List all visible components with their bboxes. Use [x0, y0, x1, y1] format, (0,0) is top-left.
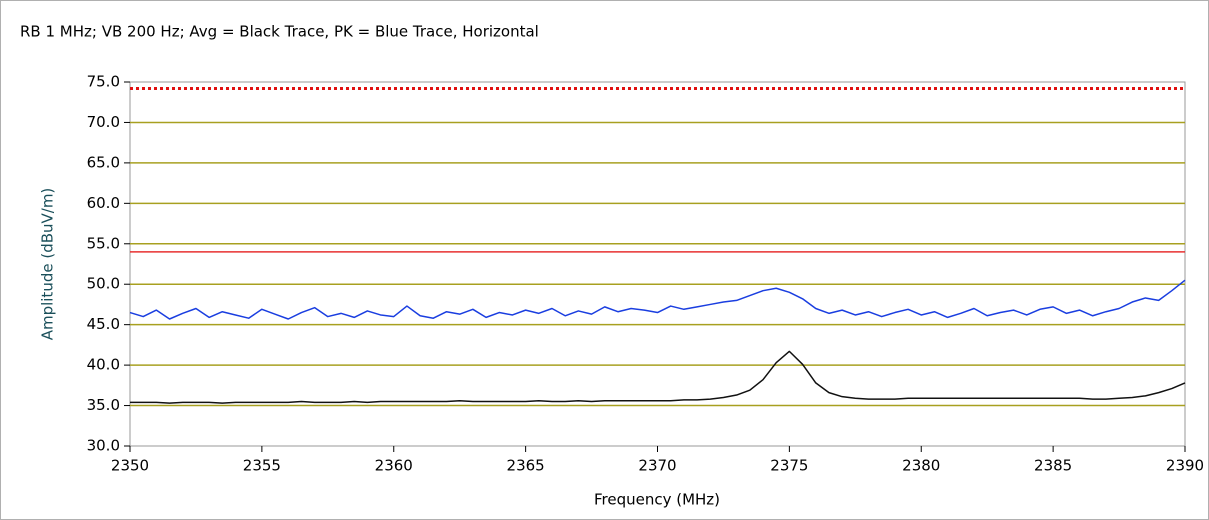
x-tick-label: 2350	[111, 457, 149, 475]
x-tick-label: 2380	[902, 457, 940, 475]
y-tick-label: 70.0	[87, 113, 120, 131]
y-tick-label: 65.0	[87, 153, 120, 171]
trace	[130, 350, 1186, 404]
y-tick-label: 45.0	[87, 315, 120, 333]
y-axis-label: Amplitude (dBuV/m)	[39, 188, 57, 341]
y-tick-label: 60.0	[87, 194, 120, 212]
x-tick-label: 2385	[1034, 457, 1072, 475]
y-tick-label: 75.0	[87, 73, 120, 91]
y-tick-label: 50.0	[87, 275, 120, 293]
trace	[129, 279, 1186, 320]
plot-area	[129, 81, 1186, 447]
x-tick-label: 2360	[375, 457, 413, 475]
x-tick-label: 2375	[770, 457, 808, 475]
y-tick-label: 40.0	[87, 356, 120, 374]
x-tick-label: 2365	[507, 457, 545, 475]
x-tick-label: 2370	[638, 457, 676, 475]
x-tick-label: 2390	[1166, 457, 1204, 475]
x-axis-label: Frequency (MHz)	[594, 491, 720, 509]
y-tick-label: 30.0	[87, 437, 120, 455]
x-tick-label: 2355	[243, 457, 281, 475]
chart-title: RB 1 MHz; VB 200 Hz; Avg = Black Trace, …	[20, 23, 539, 41]
y-tick-label: 35.0	[87, 396, 120, 414]
y-tick-label: 55.0	[87, 234, 120, 252]
